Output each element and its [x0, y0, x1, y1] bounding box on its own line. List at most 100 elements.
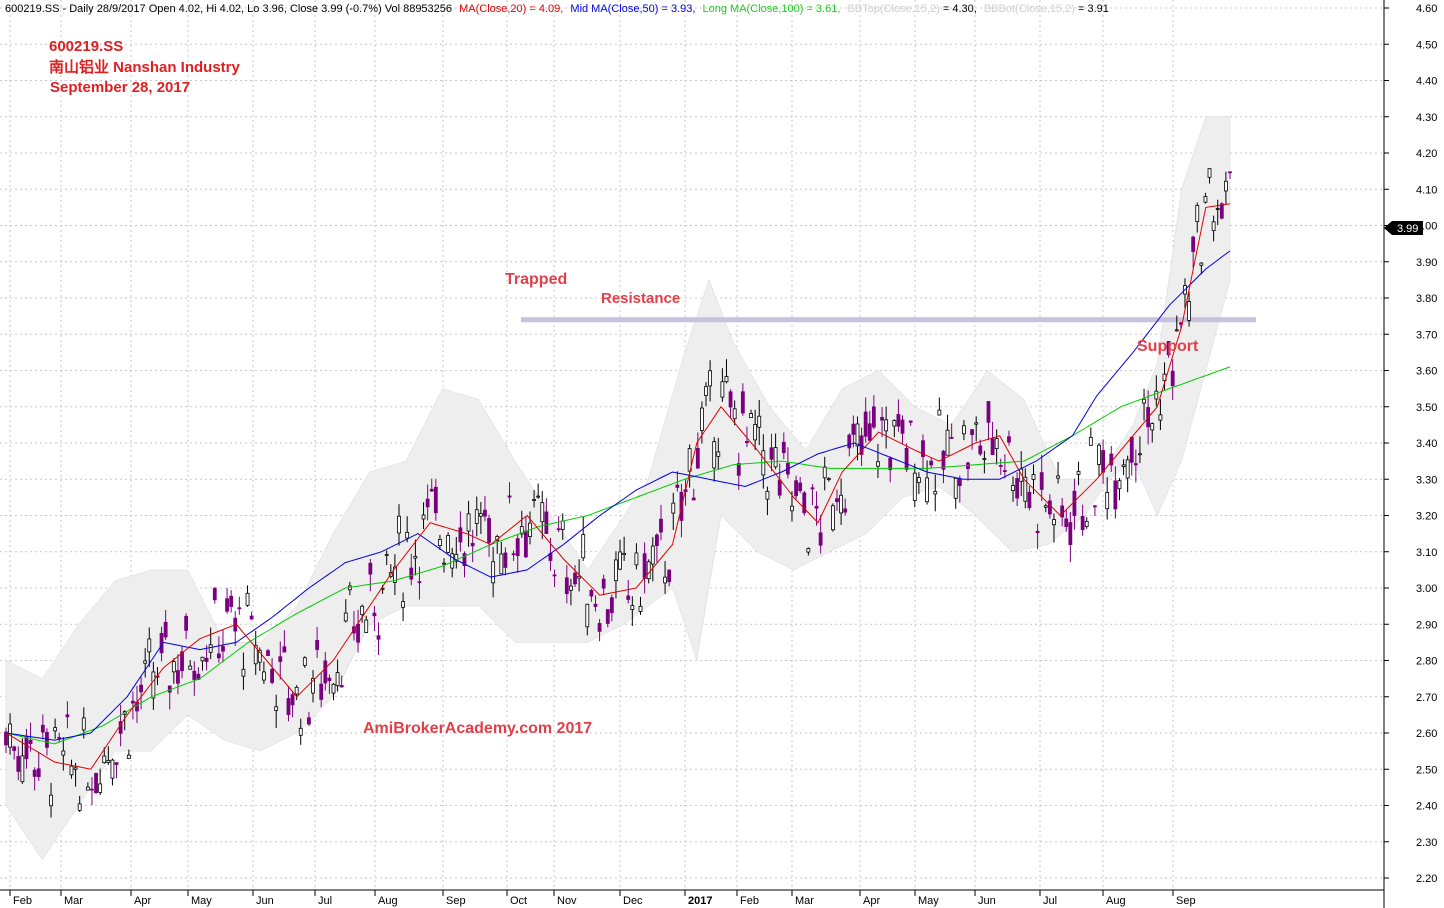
- candle-body: [69, 765, 74, 776]
- candle-body: [274, 706, 279, 711]
- candle-body: [85, 786, 90, 791]
- candle-body: [1211, 221, 1216, 231]
- candle-body: [49, 794, 53, 807]
- candle-body: [515, 538, 520, 557]
- candle-body: [45, 732, 49, 748]
- candle-body: [1174, 329, 1179, 332]
- candle-body: [1224, 180, 1228, 192]
- candle-body: [4, 731, 8, 746]
- candle-body: [638, 605, 643, 612]
- candle-body: [487, 518, 491, 543]
- candle-body: [319, 683, 324, 700]
- header-bbtop-value: = 4.30,: [943, 3, 977, 15]
- candle-body: [77, 803, 82, 811]
- y-tick-label: 4.40: [1416, 76, 1437, 88]
- y-tick-label: 4.50: [1416, 39, 1437, 51]
- x-tick-label: Jun: [978, 895, 996, 907]
- date-axis: Feb Mar Apr May Jun Jul Aug Sep Oct Nov Dec 2017 Feb…: [9, 890, 1196, 907]
- candle-body: [221, 646, 225, 652]
- candle-body: [536, 495, 541, 498]
- candle-body: [1117, 480, 1122, 490]
- candle-body: [180, 651, 184, 672]
- candle-body: [298, 727, 303, 736]
- candle-body: [732, 408, 737, 420]
- candle-body: [884, 419, 889, 432]
- candle-body: [982, 458, 987, 460]
- candle-body: [392, 566, 397, 583]
- candle-body: [781, 441, 786, 454]
- candle-body: [654, 534, 659, 546]
- candle-body: [1060, 505, 1065, 518]
- candle-body: [384, 554, 389, 556]
- candle-body: [1080, 515, 1085, 531]
- candle-body: [212, 588, 217, 601]
- candle-body: [261, 671, 266, 681]
- candle-body: [1158, 414, 1163, 421]
- candle-body: [368, 562, 373, 575]
- y-tick-label: 3.20: [1416, 511, 1437, 523]
- candle-body: [167, 685, 172, 693]
- candle-body: [1138, 453, 1142, 456]
- candle-body: [1035, 530, 1040, 534]
- candle-body: [1011, 485, 1015, 491]
- candle-body: [937, 409, 942, 416]
- candle-body: [491, 561, 496, 584]
- candle-body: [728, 391, 733, 408]
- candle-body: [532, 498, 536, 501]
- candle-body: [1113, 480, 1118, 510]
- y-tick-label: 2.50: [1416, 764, 1437, 776]
- candle-body: [556, 528, 561, 531]
- candle-body: [1133, 463, 1138, 466]
- candle-body: [626, 595, 631, 600]
- candle-body: [1101, 450, 1105, 473]
- candle-body: [257, 649, 262, 663]
- candle-body: [266, 650, 270, 656]
- candle-body: [675, 484, 680, 488]
- candle-body: [442, 562, 446, 565]
- candle-body: [282, 646, 287, 653]
- candle-body: [523, 530, 528, 558]
- candle-body: [519, 526, 524, 535]
- candle-body: [462, 553, 467, 567]
- candle-body: [241, 668, 246, 677]
- x-tick-label: Jun: [256, 895, 274, 907]
- candle-body: [822, 466, 827, 479]
- last-price-tag: 3.99: [1384, 221, 1423, 235]
- candle-body: [499, 553, 504, 575]
- candle-body: [900, 419, 905, 434]
- bollinger-band: [5, 116, 1231, 861]
- candle-body: [835, 498, 839, 503]
- candle-body: [302, 657, 307, 666]
- candle-body: [53, 727, 58, 732]
- y-tick-label: 2.20: [1416, 873, 1437, 885]
- candle-body: [953, 477, 958, 499]
- candle-body: [597, 623, 602, 632]
- candle-body: [921, 440, 925, 458]
- candle-body: [278, 656, 283, 662]
- candle-body: [876, 461, 880, 467]
- chart-date: September 28, 2017: [50, 79, 190, 96]
- candle-body: [98, 783, 103, 793]
- candle-body: [323, 660, 328, 684]
- header-bbtop-label: BBTop(Close,15,2): [847, 3, 939, 15]
- y-tick-label: 4.30: [1416, 112, 1437, 124]
- trapped-annotation: Trapped: [505, 271, 567, 288]
- candle-body: [73, 767, 78, 770]
- candle-body: [360, 605, 365, 615]
- candle-body: [609, 597, 614, 614]
- x-tick-label: Mar: [795, 895, 814, 907]
- candle-body: [114, 762, 119, 765]
- candle-body: [40, 724, 45, 733]
- candle-body: [90, 788, 94, 791]
- candle-body: [311, 678, 315, 694]
- candle-body: [802, 492, 807, 514]
- x-tick-label: May: [191, 895, 212, 907]
- candle-body: [1064, 518, 1069, 527]
- candle-body: [671, 502, 676, 514]
- header-bbbot-value: = 3.91: [1078, 3, 1109, 15]
- x-tick-label: Jul: [1043, 895, 1057, 907]
- candle-body: [474, 509, 479, 524]
- y-tick-label: 3.50: [1416, 402, 1437, 414]
- candle-body: [810, 487, 815, 490]
